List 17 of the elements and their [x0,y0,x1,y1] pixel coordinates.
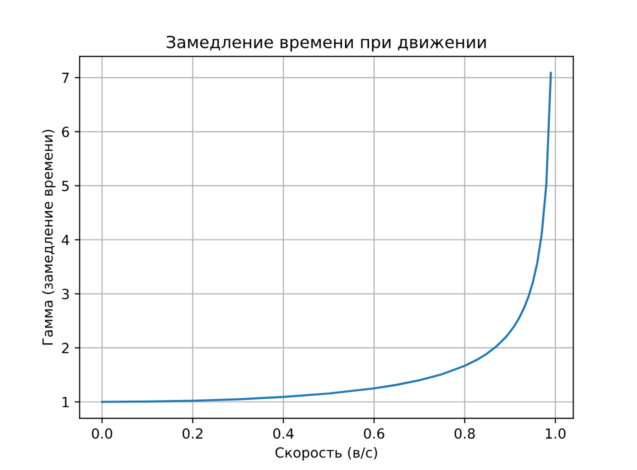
x-tick-label: 0.0 [92,428,112,439]
y-tick-label: 2 [62,342,69,354]
line-series [101,72,552,403]
x-axis-title: Скорость (в/с) [275,447,378,460]
x-tick-label: 0.8 [454,428,475,439]
chart-title: Замедление времени при движении [166,36,486,52]
x-tick-label: 0.4 [273,428,294,439]
y-tick-label: 7 [62,72,69,83]
y-tick-label: 6 [62,126,70,138]
x-tick-label: 1.0 [546,428,566,439]
y-tick-label: 1 [62,397,69,408]
x-tick-label: 0.2 [182,428,202,439]
y-tick-label: 4 [62,234,70,246]
y-tick-label: 3 [62,288,69,300]
x-tick-label: 0.6 [364,428,384,439]
y-tick-label: 5 [62,180,69,192]
y-axis-title: Гамма (замедление времени) [42,130,56,345]
